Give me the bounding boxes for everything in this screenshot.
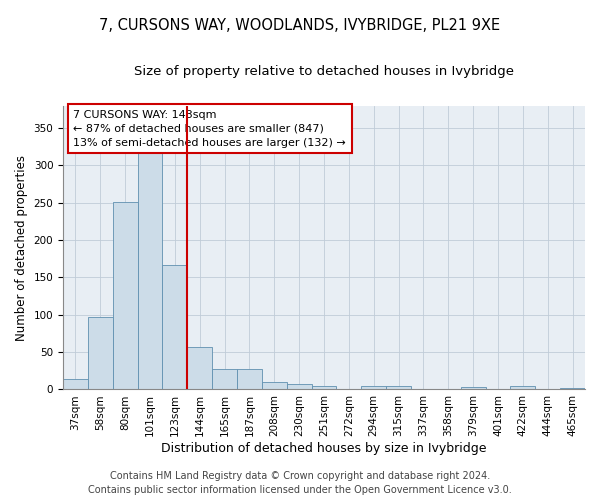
Bar xyxy=(337,388,361,390)
Text: 7, CURSONS WAY, WOODLANDS, IVYBRIDGE, PL21 9XE: 7, CURSONS WAY, WOODLANDS, IVYBRIDGE, PL… xyxy=(100,18,500,32)
Y-axis label: Number of detached properties: Number of detached properties xyxy=(15,154,28,340)
Bar xyxy=(535,388,560,390)
Text: 7 CURSONS WAY: 143sqm
← 87% of detached houses are smaller (847)
13% of semi-det: 7 CURSONS WAY: 143sqm ← 87% of detached … xyxy=(73,110,346,148)
Text: Contains HM Land Registry data © Crown copyright and database right 2024.
Contai: Contains HM Land Registry data © Crown c… xyxy=(88,471,512,495)
Bar xyxy=(63,379,88,390)
Bar xyxy=(163,266,187,390)
Bar xyxy=(262,382,287,390)
Bar xyxy=(212,368,237,390)
Bar xyxy=(287,384,311,390)
Bar xyxy=(411,388,436,390)
Bar xyxy=(137,142,163,390)
Bar xyxy=(461,387,485,390)
Bar xyxy=(361,386,386,390)
Bar xyxy=(386,386,411,390)
Bar xyxy=(187,347,212,390)
X-axis label: Distribution of detached houses by size in Ivybridge: Distribution of detached houses by size … xyxy=(161,442,487,455)
Bar xyxy=(113,202,137,390)
Bar xyxy=(311,386,337,390)
Title: Size of property relative to detached houses in Ivybridge: Size of property relative to detached ho… xyxy=(134,65,514,78)
Bar xyxy=(511,386,535,390)
Bar xyxy=(237,368,262,390)
Bar xyxy=(88,317,113,390)
Bar xyxy=(560,388,585,390)
